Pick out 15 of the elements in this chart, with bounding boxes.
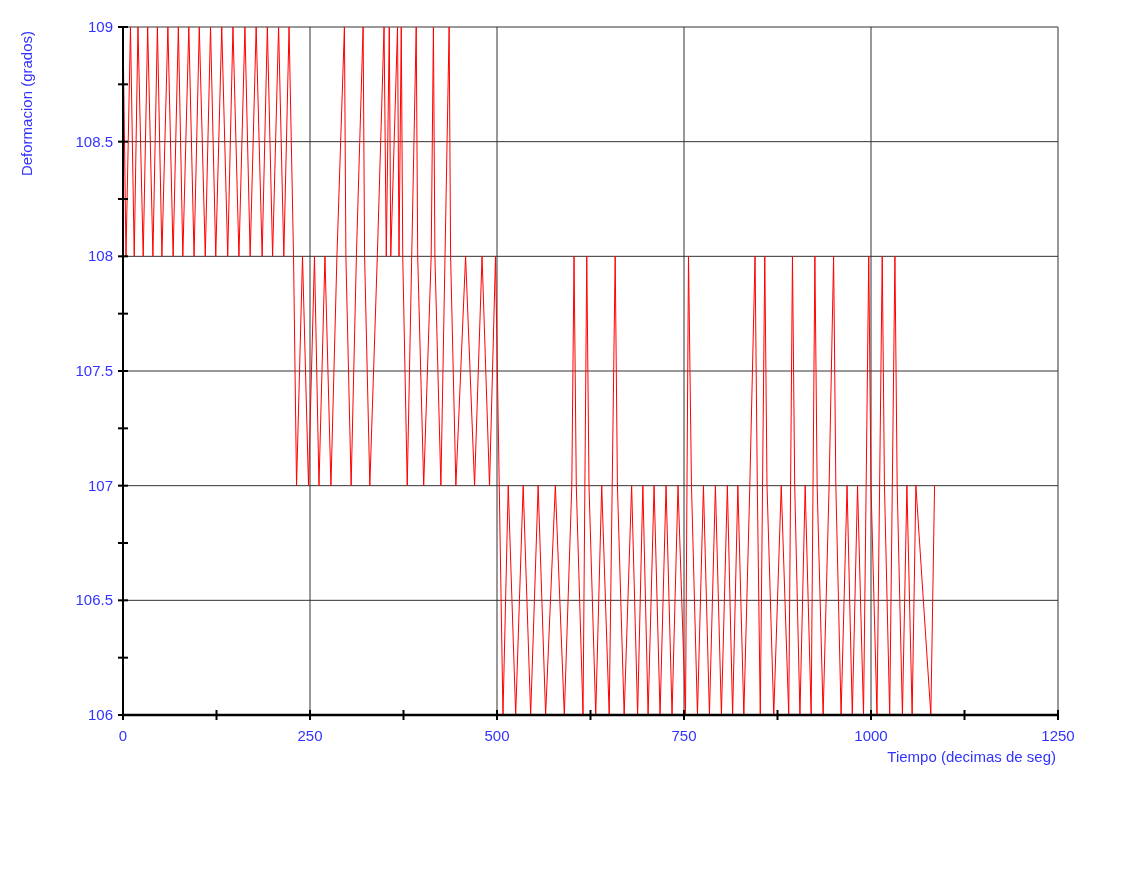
x-tick-label: 250 [297,727,323,744]
y-axis-title: Deformacion (grados) [18,31,35,177]
x-tick-label: 500 [484,727,510,744]
y-tick-label: 109 [87,18,113,35]
y-tick-label: 107 [87,476,113,494]
y-tick-label: 107.5 [75,362,113,379]
y-tick-label: 108 [87,247,113,265]
x-tick-label: 750 [671,727,697,744]
x-axis-title: Tiempo (decimas de seg) [887,748,1056,765]
y-tick-label: 106.5 [75,591,113,609]
y-tick-label: 108.5 [75,132,113,150]
x-tick-label: 0 [118,727,128,744]
x-tick-label: 1000 [854,727,888,744]
y-tick-label: 106 [87,706,113,723]
x-tick-label: 1250 [1041,727,1075,744]
